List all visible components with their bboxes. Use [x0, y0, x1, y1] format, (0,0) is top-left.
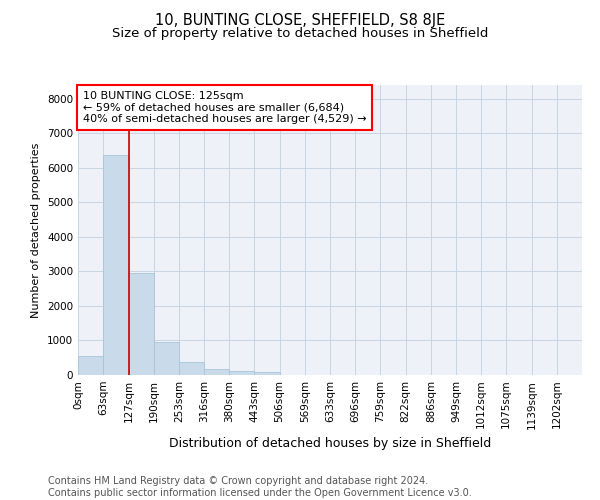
Bar — [128, 273, 154, 375]
Bar — [179, 362, 204, 375]
X-axis label: Distribution of detached houses by size in Sheffield: Distribution of detached houses by size … — [169, 437, 491, 450]
Bar — [254, 372, 280, 375]
Text: 10 BUNTING CLOSE: 125sqm
← 59% of detached houses are smaller (6,684)
40% of sem: 10 BUNTING CLOSE: 125sqm ← 59% of detach… — [83, 91, 367, 124]
Text: Contains HM Land Registry data © Crown copyright and database right 2024.
Contai: Contains HM Land Registry data © Crown c… — [48, 476, 472, 498]
Text: 10, BUNTING CLOSE, SHEFFIELD, S8 8JE: 10, BUNTING CLOSE, SHEFFIELD, S8 8JE — [155, 12, 445, 28]
Bar — [154, 342, 179, 375]
Bar — [204, 370, 229, 375]
Bar — [103, 154, 128, 375]
Bar — [78, 356, 103, 375]
Text: Size of property relative to detached houses in Sheffield: Size of property relative to detached ho… — [112, 28, 488, 40]
Bar — [229, 370, 254, 375]
Y-axis label: Number of detached properties: Number of detached properties — [31, 142, 41, 318]
